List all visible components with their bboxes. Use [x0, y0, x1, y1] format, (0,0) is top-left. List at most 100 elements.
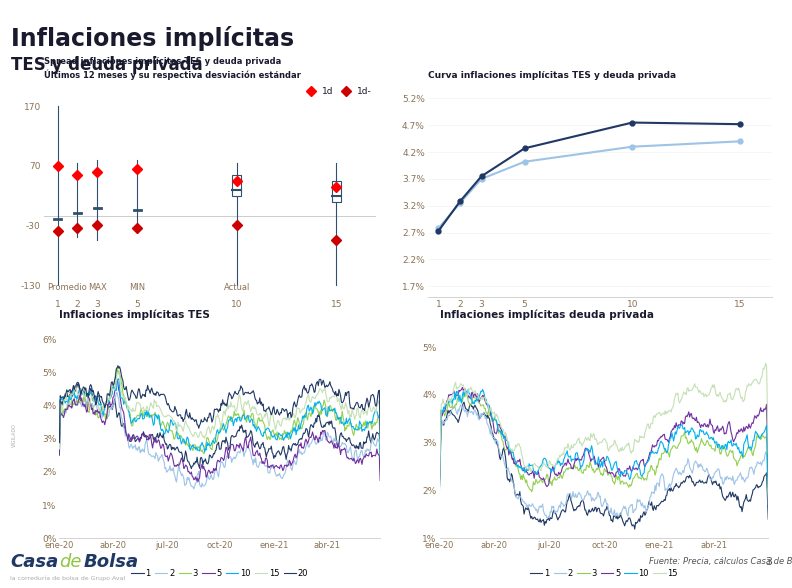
D. Pública	[455, 199, 465, 206]
Line: 20: 20	[59, 366, 380, 443]
10	[55, 446, 64, 453]
3	[706, 442, 715, 449]
10	[689, 429, 699, 436]
10	[295, 425, 305, 432]
5	[657, 433, 667, 440]
2	[670, 468, 680, 475]
1	[73, 380, 82, 387]
3	[303, 416, 312, 423]
D. Privada	[434, 228, 444, 235]
3	[763, 489, 773, 496]
15	[375, 440, 385, 447]
10	[375, 455, 385, 462]
1	[295, 436, 305, 443]
Text: Actual: Actual	[223, 283, 250, 292]
Text: MAX: MAX	[88, 283, 107, 292]
15	[55, 445, 64, 452]
10	[463, 386, 473, 393]
1	[435, 483, 444, 490]
Line: 3: 3	[440, 392, 768, 493]
10	[271, 435, 280, 442]
20	[113, 362, 123, 369]
3	[112, 364, 122, 371]
Line: 1: 1	[59, 384, 380, 469]
5	[303, 437, 313, 445]
15	[93, 402, 102, 409]
3	[474, 400, 484, 407]
Text: Inflaciones implícitas deuda privada: Inflaciones implícitas deuda privada	[440, 309, 653, 320]
15	[668, 404, 677, 411]
1	[93, 392, 103, 399]
10	[657, 437, 666, 445]
20	[375, 435, 385, 442]
5	[690, 416, 699, 423]
15	[688, 385, 698, 392]
2	[55, 452, 64, 459]
2	[683, 460, 692, 467]
3	[319, 396, 329, 403]
Text: Fuente: Precia, cálculos Casa de Bolsa: Fuente: Precia, cálculos Casa de Bolsa	[649, 557, 792, 566]
5	[93, 406, 102, 413]
20	[303, 390, 312, 397]
3	[669, 443, 679, 450]
20	[93, 392, 102, 399]
10	[706, 434, 715, 441]
2	[112, 389, 122, 396]
15	[271, 426, 280, 433]
20	[55, 439, 64, 446]
15	[113, 369, 123, 376]
10	[303, 403, 312, 410]
2	[189, 485, 199, 492]
2	[435, 485, 444, 492]
20	[319, 380, 329, 387]
D. Pública	[627, 143, 637, 151]
2	[375, 470, 385, 477]
5	[55, 452, 64, 459]
10	[283, 429, 292, 436]
Line: 5: 5	[59, 380, 380, 482]
D. Privada	[455, 198, 465, 205]
15	[680, 389, 690, 396]
10	[682, 429, 691, 436]
5	[193, 479, 203, 486]
5	[542, 483, 551, 490]
5	[474, 399, 484, 406]
3	[283, 433, 292, 440]
5	[112, 377, 122, 384]
Text: Bolsa: Bolsa	[83, 553, 139, 571]
Line: 15: 15	[440, 363, 768, 479]
10	[669, 437, 679, 445]
Line: 1: 1	[440, 402, 768, 529]
Text: la correduría de bolsa de Grupo Aval: la correduría de bolsa de Grupo Aval	[10, 576, 126, 582]
1	[690, 483, 699, 490]
1	[683, 473, 692, 480]
15	[295, 410, 305, 417]
Line: D. Pública: D. Pública	[436, 139, 742, 230]
Line: 10: 10	[59, 379, 380, 458]
D. Pública	[434, 225, 444, 232]
10	[93, 394, 102, 401]
2	[284, 459, 293, 466]
Line: 15: 15	[59, 372, 380, 449]
15	[761, 360, 771, 367]
2	[543, 514, 553, 522]
1	[283, 449, 292, 456]
Text: VIGILADO: VIGILADO	[12, 423, 17, 447]
3	[682, 433, 691, 440]
1	[375, 466, 385, 473]
15	[303, 393, 312, 400]
Text: TES y deuda privada: TES y deuda privada	[11, 56, 203, 74]
Line: 10: 10	[440, 389, 768, 487]
Legend: 1, 2, 3, 5, 10, 15, 20: 1, 2, 3, 5, 10, 15, 20	[128, 566, 311, 581]
5	[763, 473, 773, 480]
1	[55, 442, 64, 449]
2	[320, 430, 329, 437]
10	[319, 405, 329, 412]
2	[474, 416, 484, 423]
Text: Inflaciones implícitas: Inflaciones implícitas	[11, 26, 294, 52]
Text: 3: 3	[765, 557, 772, 567]
3	[462, 389, 471, 396]
Line: 5: 5	[440, 387, 768, 487]
5	[284, 462, 293, 469]
5	[683, 413, 692, 420]
